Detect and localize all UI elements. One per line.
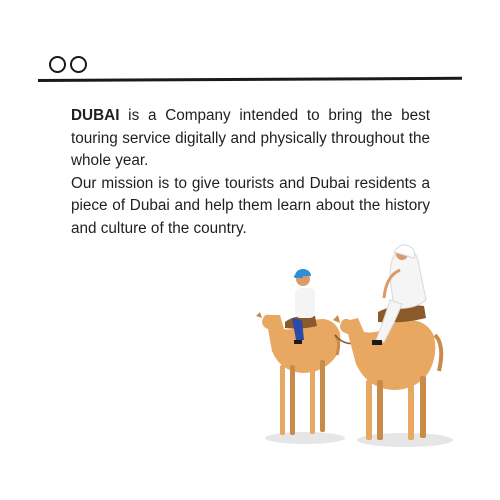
camel-riders-illustration: [256, 244, 453, 447]
paragraph-intro: DUBAI is a Company intended to bring the…: [71, 105, 430, 173]
header-divider: [37, 76, 463, 82]
circle-button-2[interactable]: [70, 56, 87, 73]
rider-small: [285, 269, 317, 344]
window-controls: [49, 56, 87, 73]
circle-button-1[interactable]: [49, 56, 66, 73]
ground-shadow-small: [265, 432, 345, 444]
camel-large: [333, 315, 444, 440]
rider-large: [372, 244, 427, 345]
brand-name: DUBAI: [71, 107, 120, 124]
paragraph-mission: Our mission is to give tourists and Duba…: [71, 174, 430, 237]
paragraph-intro-text: is a Company intended to bring the best …: [71, 107, 430, 170]
about-text: DUBAI is a Company intended to bring the…: [71, 105, 430, 241]
